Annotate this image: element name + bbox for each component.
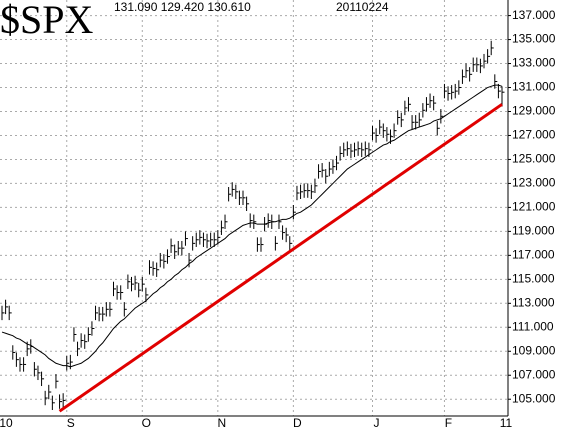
marks [1, 40, 505, 413]
trendline [58, 103, 503, 413]
y-tick-label: 129.000 [512, 104, 556, 118]
y-tick-label: 119.000 [512, 224, 555, 238]
y-tick-label: 131.000 [512, 80, 556, 94]
x-tick-label: F [445, 416, 452, 430]
y-tick-label: 133.000 [512, 56, 556, 70]
x-tick-label: S [67, 416, 75, 430]
moving-average [1, 84, 503, 368]
x-tick-label: O [142, 416, 151, 430]
y-tick-label: 105.000 [512, 391, 556, 405]
y-tick-label: 137.000 [512, 8, 556, 22]
y-tick-label: 111.000 [512, 319, 554, 333]
x-tick-label: D [293, 416, 302, 430]
y-tick-label: 123.000 [512, 176, 556, 190]
grid [0, 0, 508, 416]
x-tick-label: J [374, 416, 380, 430]
y-tick-label: 109.000 [512, 343, 556, 357]
y-tick-label: 135.000 [512, 32, 556, 46]
y-tick-label: 117.000 [512, 248, 555, 262]
y-tick-label: 121.000 [512, 200, 556, 214]
y-tick-label: 127.000 [512, 128, 556, 142]
y-tick-label: 113.000 [512, 295, 555, 309]
chart-title: $SPX [0, 0, 93, 42]
x-tick-label: 11 [500, 416, 513, 430]
y-tick-label: 115.000 [512, 272, 555, 286]
x-tick-label: N [217, 416, 226, 430]
date-label: 20110224 [336, 0, 389, 14]
x-tick-label: 10 [0, 416, 13, 430]
ohlc-label: 131.090 129.420 130.610 [114, 0, 251, 14]
y-tick-label: 125.000 [512, 152, 556, 166]
y-tick-label: 107.000 [512, 367, 556, 381]
